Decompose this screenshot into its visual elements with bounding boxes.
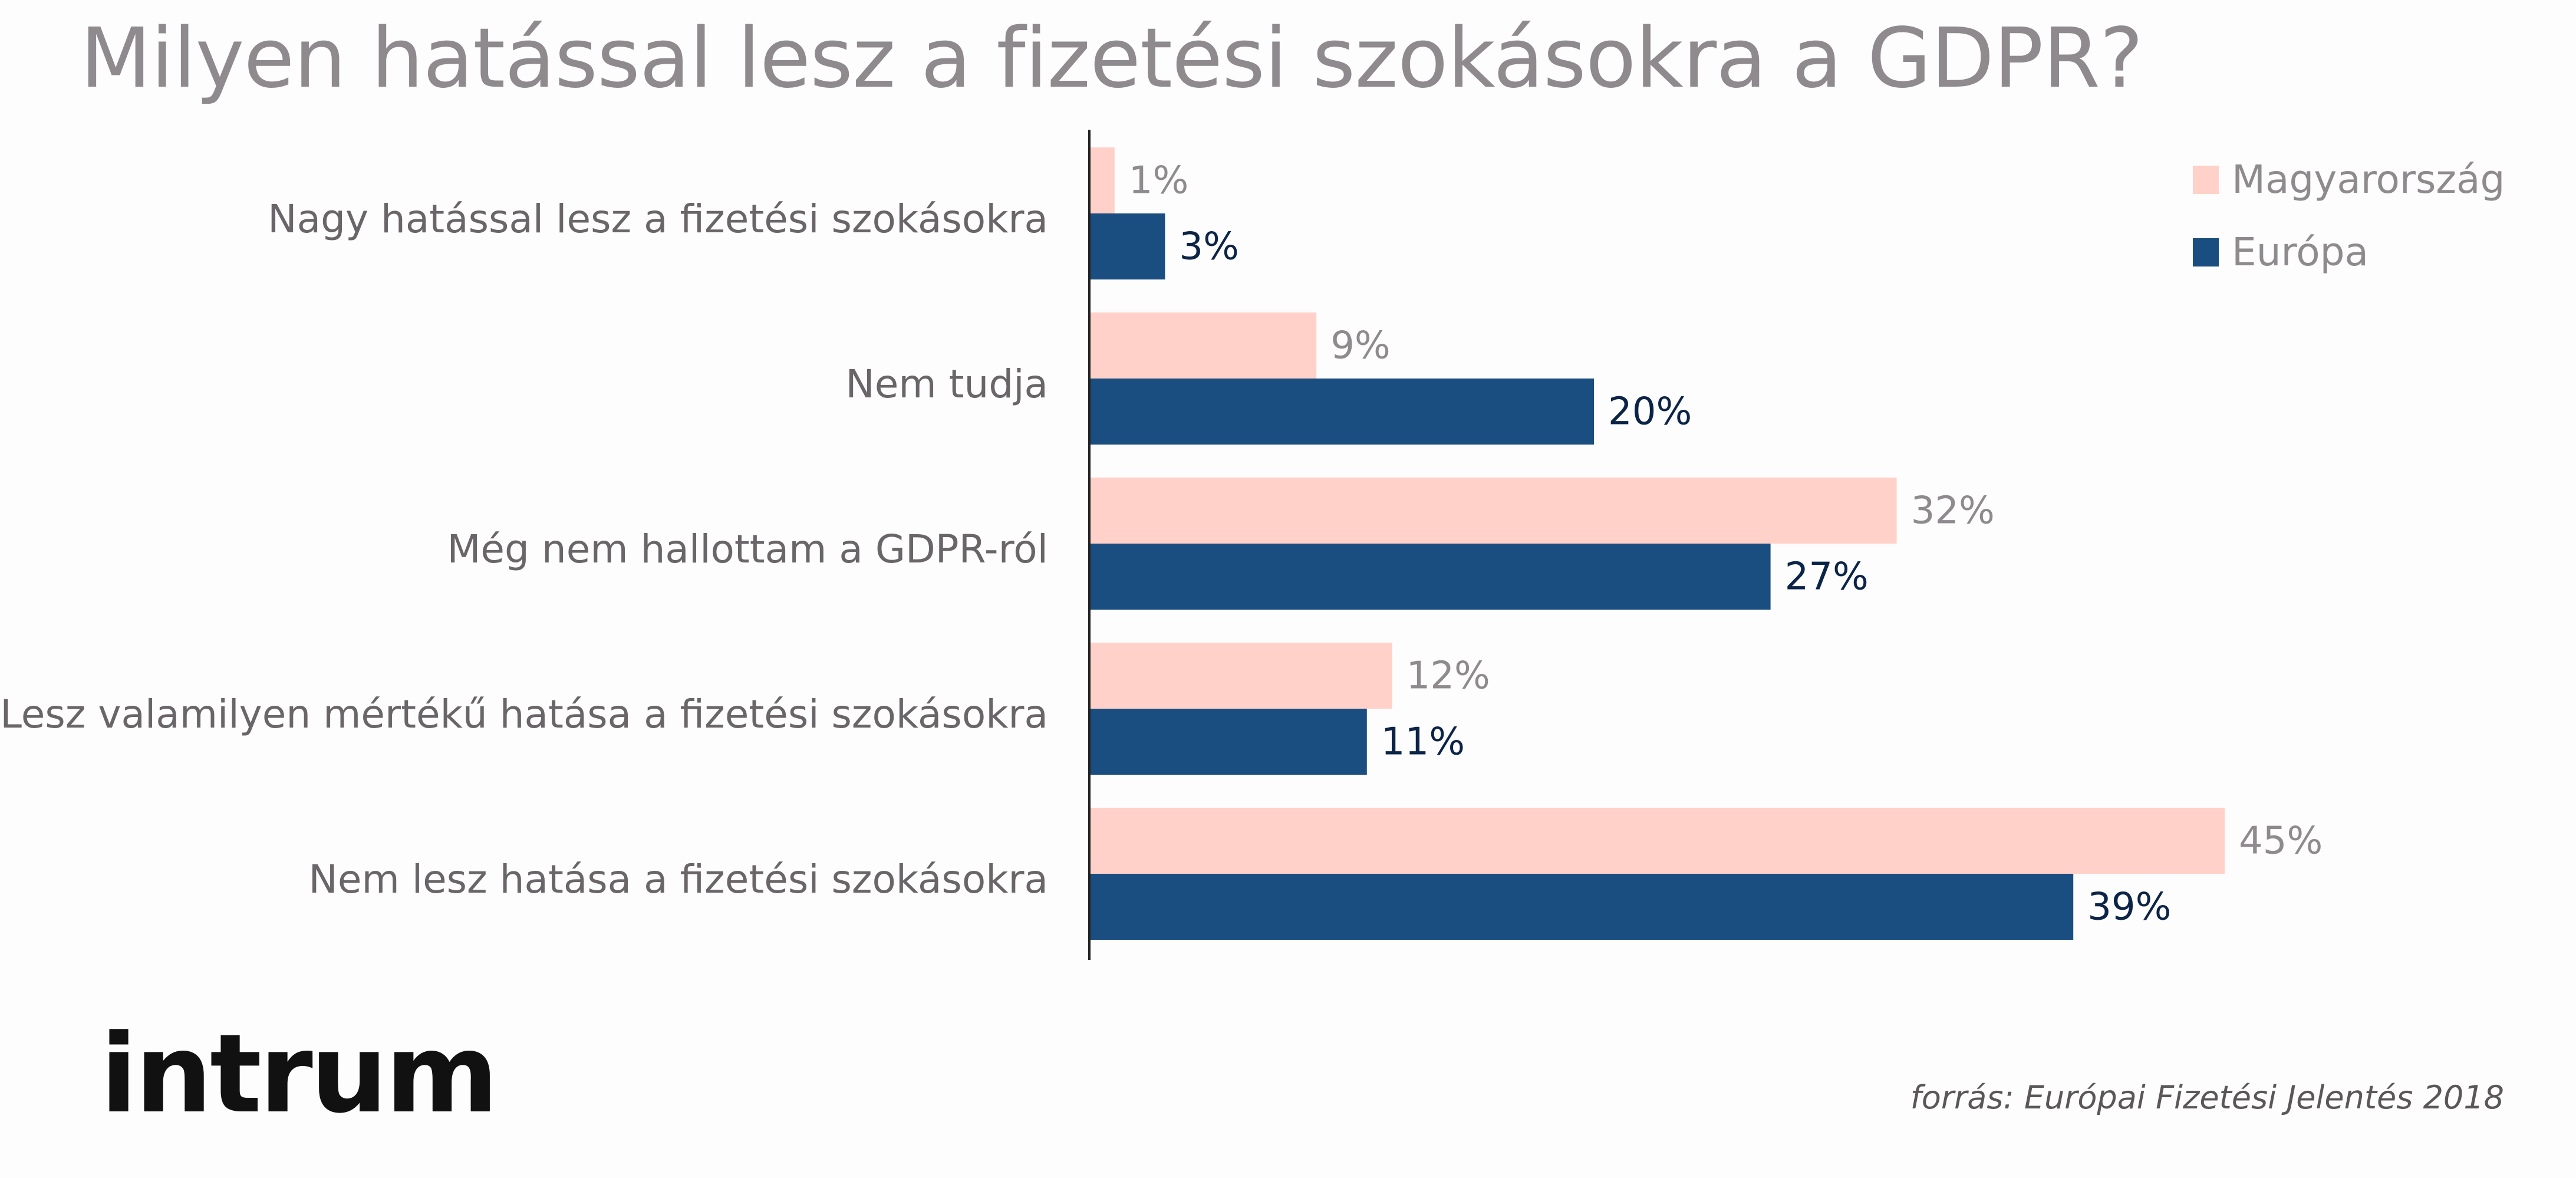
data-label-magyarorszag: 45% [2239,820,2323,863]
bar-europa [1089,544,1771,610]
legend-label-magyarorszag: Magyarország [2232,157,2505,202]
bar-magyarorszag [1089,478,1897,544]
data-label-europa: 20% [1608,390,1692,434]
data-label-magyarorszag: 9% [1330,324,1391,368]
legend-swatch-magyarorszag [2193,166,2219,194]
data-label-magyarorszag: 1% [1129,159,1189,203]
category-label: Nagy hatással lesz a fizetési szokásokra [268,196,1048,242]
bar-magyarorszag [1089,312,1317,379]
category-label: Még nem hallottam a GDPR-ról [447,527,1048,572]
legend-swatch-europa [2193,238,2219,266]
bar-europa [1089,213,1165,279]
bar-europa [1089,874,2074,940]
chart-title: Milyen hatással lesz a fizetési szokások… [80,11,2143,107]
category-label: Lesz valamilyen mértékű hatása a fizetés… [0,692,1048,737]
bar-magyarorszag [1089,808,2225,874]
data-label-europa: 39% [2087,886,2171,929]
bar-magyarorszag [1089,643,1392,709]
bar-europa [1089,709,1367,775]
data-label-europa: 3% [1179,225,1239,269]
source-note: forrás: Európai Fizetési Jelentés 2018 [1910,1079,2504,1116]
data-label-magyarorszag: 12% [1406,654,1490,698]
category-label: Nem lesz hatása a fizetési szokásokra [308,857,1048,902]
data-label-magyarorszag: 32% [1911,489,1995,533]
bar-europa [1089,379,1594,445]
intrum-logo: intrum [100,1011,498,1137]
bar-magyarorszag [1089,147,1115,213]
legend-label-europa: Európa [2232,229,2369,275]
data-label-europa: 11% [1381,720,1465,764]
data-label-europa: 27% [1785,555,1869,599]
category-label: Nem tudja [845,361,1048,407]
